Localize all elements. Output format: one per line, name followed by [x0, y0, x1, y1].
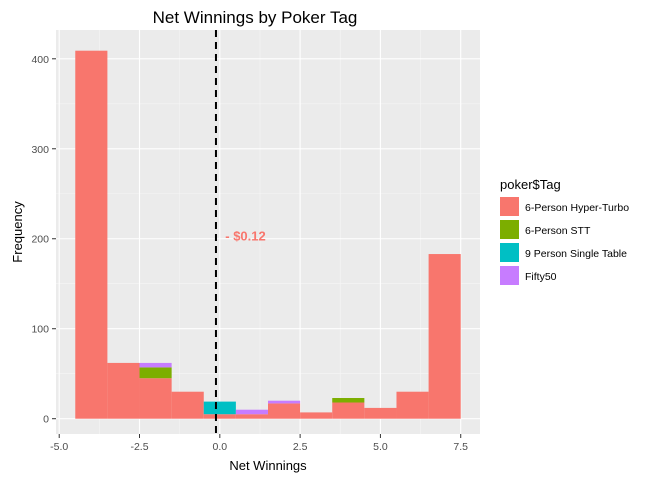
- bar-segment: [235, 414, 268, 419]
- bar-segment: [396, 391, 429, 419]
- y-tick-label: 100: [31, 324, 49, 336]
- bar-segment: [428, 254, 461, 419]
- bar-segment: [139, 367, 172, 379]
- bar-segment: [75, 50, 108, 419]
- legend-label: 9 Person Single Table: [525, 248, 627, 260]
- y-axis-label: Frequency: [10, 201, 25, 263]
- bar-segment: [203, 401, 236, 415]
- x-axis-ticks: -5.0 -2.5 0.0 2.5 5.0 7.5: [50, 434, 468, 453]
- legend-swatch: [500, 220, 519, 239]
- bar-segment: [139, 362, 172, 368]
- bar-segment: [139, 378, 172, 419]
- bar-segment: [300, 412, 333, 419]
- bar-segment: [332, 398, 365, 403]
- bar-segment: [268, 400, 301, 404]
- x-tick-label: -5.0: [50, 441, 68, 453]
- chart-title: Net Winnings by Poker Tag: [153, 8, 358, 27]
- bar-segment: [364, 407, 397, 419]
- bar-segment: [332, 402, 365, 419]
- x-tick-label: 7.5: [453, 441, 468, 453]
- legend-swatch: [500, 266, 519, 285]
- x-tick-label: 0.0: [213, 441, 228, 453]
- x-tick-label: 5.0: [373, 441, 388, 453]
- legend-label: 6-Person STT: [525, 225, 591, 237]
- bar-segment: [235, 409, 268, 415]
- legend-item: Fifty50: [500, 266, 557, 285]
- y-axis-ticks: 0 100 200 300 400: [31, 54, 56, 426]
- legend-label: 6-Person Hyper-Turbo: [525, 202, 629, 214]
- bar-segment: [107, 362, 140, 419]
- y-tick-label: 300: [31, 144, 49, 156]
- y-tick-label: 0: [43, 414, 49, 426]
- legend-label: Fifty50: [525, 271, 557, 283]
- bar-segment: [171, 391, 204, 419]
- bar-segment: [268, 403, 301, 419]
- legend-item: 9 Person Single Table: [500, 243, 627, 262]
- y-tick-label: 200: [31, 234, 49, 246]
- x-axis-label: Net Winnings: [229, 458, 307, 473]
- legend-item: 6-Person Hyper-Turbo: [500, 197, 629, 216]
- legend-swatch: [500, 243, 519, 262]
- legend-item: 6-Person STT: [500, 220, 591, 239]
- mean-annotation: - $0.12: [225, 229, 265, 244]
- histogram-bars: [75, 50, 461, 419]
- y-tick-label: 400: [31, 54, 49, 66]
- x-tick-label: 2.5: [293, 441, 308, 453]
- legend-swatch: [500, 197, 519, 216]
- x-tick-label: -2.5: [130, 441, 148, 453]
- legend-title: poker$Tag: [500, 177, 561, 192]
- legend: poker$Tag 6-Person Hyper-Turbo 6-Person S…: [500, 177, 629, 285]
- bar-segment: [203, 414, 236, 419]
